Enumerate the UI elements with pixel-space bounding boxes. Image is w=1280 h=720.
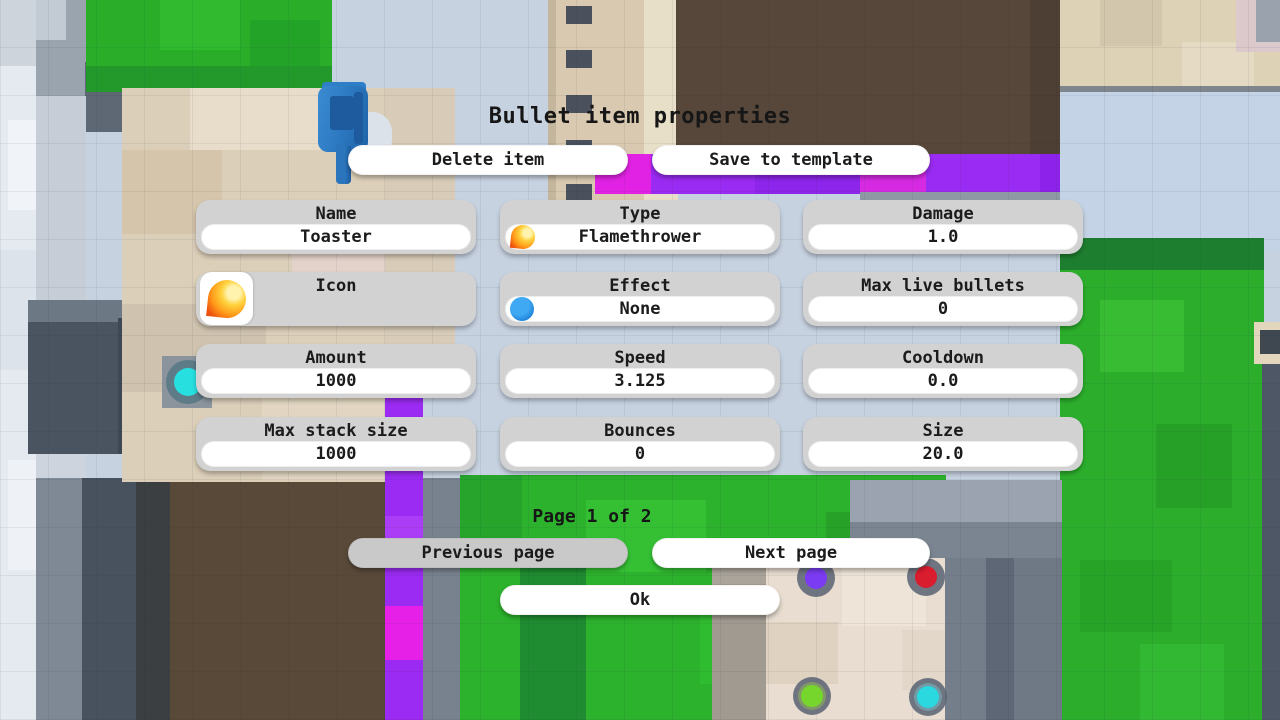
dialog-title: Bullet item properties	[488, 104, 792, 129]
max-stack-size-input[interactable]: 1000	[201, 441, 471, 467]
terrain-block	[566, 6, 592, 24]
effect-select[interactable]: None	[505, 296, 775, 322]
type-value: Flamethrower	[578, 227, 702, 247]
terrain-block	[36, 478, 82, 720]
turret-barrel	[336, 146, 351, 184]
field-bounces: Bounces 0	[500, 417, 780, 471]
damage-label: Damage	[912, 204, 974, 224]
amount-label: Amount	[305, 348, 367, 368]
field-damage: Damage 1.0	[803, 200, 1083, 254]
field-type: Type Flamethrower	[500, 200, 780, 254]
terrain-block	[190, 88, 332, 150]
terrain-block	[1156, 424, 1232, 508]
terrain-block	[250, 20, 320, 70]
type-label: Type	[619, 204, 661, 224]
terrain-block	[423, 478, 463, 720]
field-name: Name Toaster	[196, 200, 476, 254]
plate-green-ring	[793, 677, 831, 715]
field-max-live-bullets: Max live bullets 0	[803, 272, 1083, 326]
terrain-block	[766, 622, 838, 684]
terrain-block	[160, 0, 240, 50]
bounces-label: Bounces	[604, 421, 676, 441]
terrain-block	[1100, 300, 1184, 372]
cooldown-input[interactable]: 0.0	[808, 368, 1078, 394]
terrain-block	[1140, 644, 1224, 720]
plate-cyan-ring	[909, 678, 947, 716]
terrain-block	[86, 66, 332, 92]
field-max-stack-size: Max stack size 1000	[196, 417, 476, 471]
terrain-block	[385, 606, 423, 660]
name-input[interactable]: Toaster	[201, 224, 471, 250]
terrain-block	[1262, 360, 1280, 720]
terrain-block	[28, 300, 134, 324]
field-cooldown: Cooldown 0.0	[803, 344, 1083, 398]
turret-hatch	[330, 96, 354, 130]
plate-green	[801, 685, 823, 707]
max-live-bullets-input[interactable]: 0	[808, 296, 1078, 322]
terrain-block	[566, 184, 592, 200]
save-to-template-button[interactable]: Save to template	[652, 145, 930, 175]
terrain-block	[1080, 560, 1172, 632]
terrain-block	[170, 478, 386, 720]
terrain-block	[566, 95, 592, 113]
terrain-block	[1256, 0, 1280, 42]
plate-red	[915, 566, 937, 588]
type-select[interactable]: Flamethrower	[505, 223, 775, 251]
terrain-block	[1260, 330, 1280, 354]
turret-slot	[354, 92, 363, 144]
flame-icon	[205, 277, 248, 320]
field-icon: Icon	[196, 272, 476, 326]
terrain-block	[1014, 558, 1062, 720]
bounces-input[interactable]: 0	[505, 441, 775, 467]
terrain-block	[1060, 92, 1280, 250]
damage-input[interactable]: 1.0	[808, 224, 1078, 250]
amount-input[interactable]: 1000	[201, 368, 471, 394]
field-amount: Amount 1000	[196, 344, 476, 398]
terrain-block	[8, 460, 36, 570]
terrain-block	[566, 50, 592, 68]
name-label: Name	[315, 204, 357, 224]
terrain-block	[0, 0, 36, 66]
terrain-block	[36, 96, 86, 320]
field-size: Size 20.0	[803, 417, 1083, 471]
terrain-block	[82, 478, 136, 720]
max-stack-size-label: Max stack size	[264, 421, 408, 441]
terrain-block	[850, 480, 1062, 522]
speed-label: Speed	[614, 348, 666, 368]
previous-page-button[interactable]: Previous page	[348, 538, 628, 568]
blue-circle-icon	[510, 297, 534, 321]
terrain-block	[1100, 0, 1162, 46]
cooldown-label: Cooldown	[902, 348, 984, 368]
terrain-block	[1060, 238, 1264, 272]
plate-purple	[805, 567, 827, 589]
plate-cyan	[917, 686, 939, 708]
page-indicator: Page 1 of 2	[532, 506, 652, 527]
terrain-block	[676, 0, 1062, 156]
flame-icon	[509, 223, 537, 251]
speed-input[interactable]: 3.125	[505, 368, 775, 394]
max-live-bullets-label: Max live bullets	[861, 276, 1025, 296]
terrain-block	[548, 0, 558, 202]
delete-item-button[interactable]: Delete item	[348, 145, 628, 175]
icon-preview[interactable]	[200, 272, 253, 325]
field-effect: Effect None	[500, 272, 780, 326]
effect-label: Effect	[609, 276, 671, 296]
field-speed: Speed 3.125	[500, 344, 780, 398]
terrain-block	[945, 558, 988, 720]
ok-button[interactable]: Ok	[500, 585, 780, 615]
terrain-block	[8, 120, 38, 210]
next-page-button[interactable]: Next page	[652, 538, 930, 568]
icon-label: Icon	[315, 276, 357, 296]
terrain-block	[1060, 86, 1280, 92]
effect-value: None	[619, 299, 661, 319]
terrain-block	[28, 322, 134, 454]
terrain-block	[1030, 0, 1062, 156]
size-label: Size	[922, 421, 964, 441]
plate-red-ring	[907, 558, 945, 596]
size-input[interactable]: 20.0	[808, 441, 1078, 467]
terrain-block	[36, 0, 66, 40]
terrain-block	[136, 458, 172, 720]
